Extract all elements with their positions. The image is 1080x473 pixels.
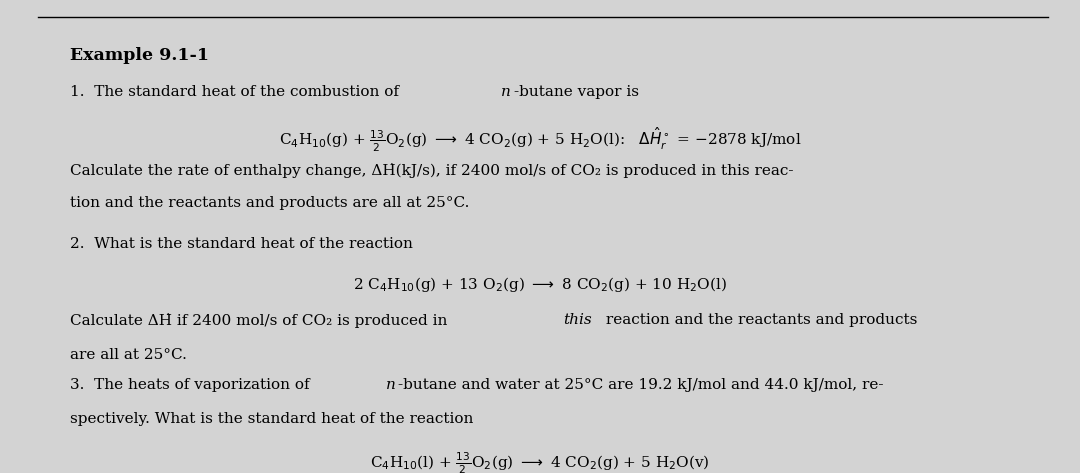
Text: Calculate the rate of enthalpy change, ΔḢ(kJ/s), if 2400 mol/s of CO₂ is produc: Calculate the rate of enthalpy change, Δ… [70, 163, 794, 178]
Text: 2 C$_4$H$_{10}$(g) + 13 O$_2$(g) $\longrightarrow$ 8 CO$_2$(g) + 10 H$_2$O(l): 2 C$_4$H$_{10}$(g) + 13 O$_2$(g) $\longr… [353, 275, 727, 294]
Text: 1.  The standard heat of the combustion of: 1. The standard heat of the combustion o… [70, 85, 404, 99]
Text: tion and the reactants and products are all at 25°C.: tion and the reactants and products are … [70, 196, 470, 210]
Text: are all at 25°C.: are all at 25°C. [70, 348, 187, 362]
Text: Calculate ΔḢ if 2400 mol/s of CO₂ is produced in: Calculate ΔḢ if 2400 mol/s of CO₂ is pr… [70, 313, 453, 328]
Text: spectively. What is the standard heat of the reaction: spectively. What is the standard heat of… [70, 412, 473, 427]
Text: 3.  The heats of vaporization of: 3. The heats of vaporization of [70, 378, 314, 393]
Text: reaction and the reactants and products: reaction and the reactants and products [600, 313, 917, 327]
Text: C$_4$H$_{10}$(l) + $\frac{13}{2}$O$_2$(g) $\longrightarrow$ 4 CO$_2$(g) + 5 H$_2: C$_4$H$_{10}$(l) + $\frac{13}{2}$O$_2$(g… [370, 450, 710, 473]
Text: n: n [386, 378, 395, 393]
Text: 2.  What is the standard heat of the reaction: 2. What is the standard heat of the reac… [70, 236, 413, 251]
Text: n: n [501, 85, 511, 99]
Text: -butane vapor is: -butane vapor is [514, 85, 638, 99]
Text: this: this [564, 313, 592, 327]
Text: -butane and water at 25°C are 19.2 kJ/mol and 44.0 kJ/mol, re-: -butane and water at 25°C are 19.2 kJ/mo… [399, 378, 883, 393]
Text: C$_4$H$_{10}$(g) + $\frac{13}{2}$O$_2$(g) $\longrightarrow$ 4 CO$_2$(g) + 5 H$_2: C$_4$H$_{10}$(g) + $\frac{13}{2}$O$_2$(g… [279, 125, 801, 154]
Text: Example 9.1-1: Example 9.1-1 [70, 47, 210, 64]
